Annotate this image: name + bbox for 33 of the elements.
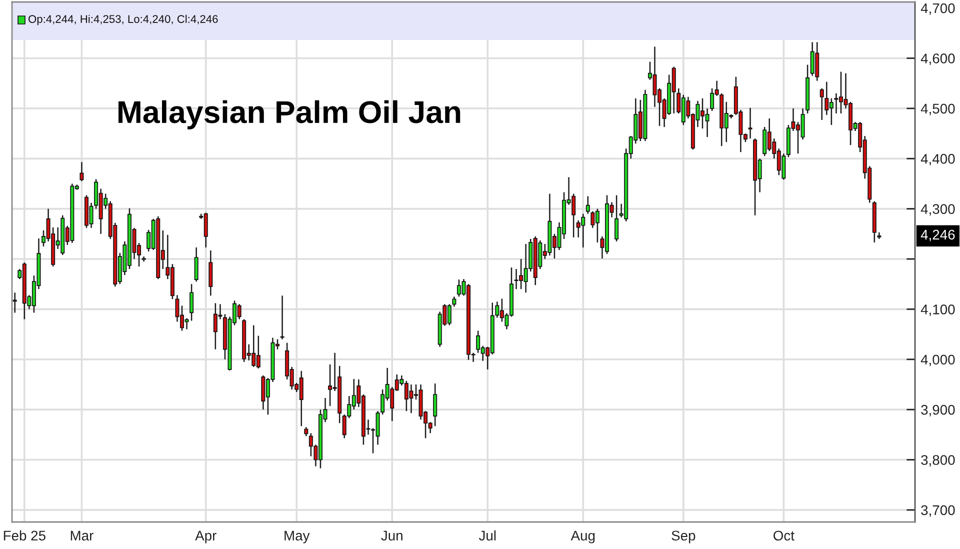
candlestick xyxy=(820,88,824,121)
candlestick xyxy=(304,426,308,437)
candlestick xyxy=(12,292,17,314)
y-tick-label: 4,300 xyxy=(920,204,955,216)
y-tick-label: 4,100 xyxy=(920,304,955,316)
x-tick-label: Feb 25 xyxy=(4,530,46,541)
y-tick-label: 4,400 xyxy=(920,154,955,166)
candlestick xyxy=(586,196,590,214)
candlestick xyxy=(80,161,84,182)
x-tick-label: Mar xyxy=(70,530,94,541)
x-tick-label: May xyxy=(284,530,310,544)
candlestick xyxy=(748,107,752,140)
candlestick xyxy=(452,296,456,308)
candlestick xyxy=(433,382,438,427)
candlestick xyxy=(614,194,619,242)
x-tick-label: Sep xyxy=(672,530,696,544)
text: 4,246 xyxy=(920,230,955,242)
candlestick xyxy=(194,246,198,282)
x-tick-label: Oct xyxy=(774,530,794,541)
x-tick-label: Aug xyxy=(570,530,595,544)
y-tick-label: 4,600 xyxy=(920,54,955,66)
x-tick-label: Apr xyxy=(195,530,216,544)
y-tick-label: 3,700 xyxy=(921,505,955,517)
x-tick-label: Jul xyxy=(478,530,496,541)
y-tick-label: 4,500 xyxy=(920,104,955,116)
x-tick-label: Jun xyxy=(381,530,402,541)
y-tick-label: 4,700 xyxy=(920,3,955,15)
y-tick-label: 3,800 xyxy=(921,455,955,467)
text: Malaysian Palm Oil Jan xyxy=(118,100,460,130)
annotation: Op:4,244, Hi:4,253, Lo:4,240, Cl:4,246 xyxy=(28,14,218,26)
y-tick-label: 4,000 xyxy=(920,354,955,366)
candlestick xyxy=(190,283,194,322)
y-tick-label: 3,900 xyxy=(921,404,955,416)
